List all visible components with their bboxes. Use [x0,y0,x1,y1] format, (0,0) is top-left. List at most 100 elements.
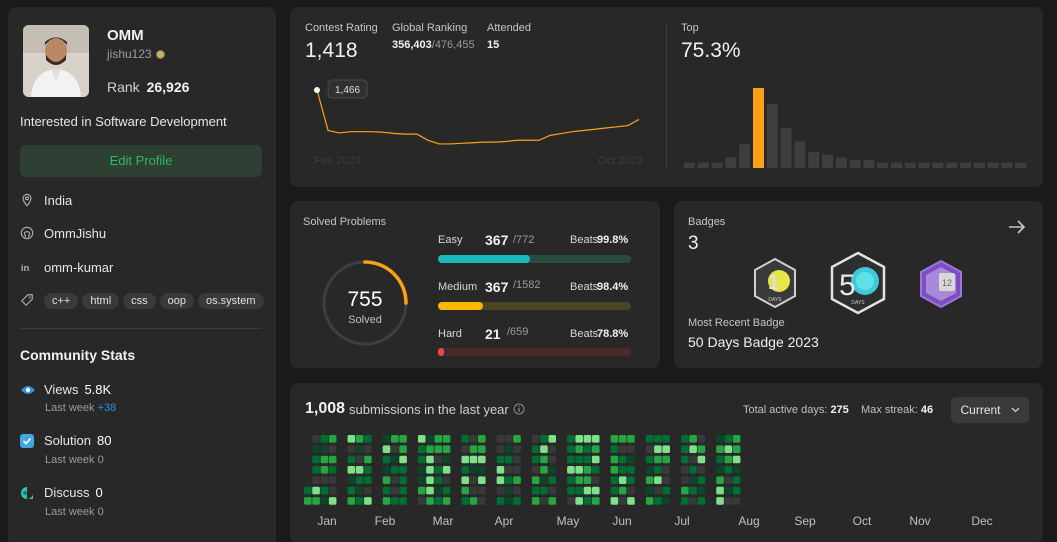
heatmap-cell[interactable] [478,455,486,464]
heatmap-cell[interactable] [312,455,320,464]
heatmap-cell[interactable] [496,455,505,464]
heatmap-cell[interactable] [355,497,364,505]
heatmap-cell[interactable] [469,455,478,464]
heatmap-cell[interactable] [391,455,399,464]
heatmap-cell[interactable] [689,486,697,495]
histogram-bar[interactable] [904,162,916,168]
histogram-bar[interactable] [822,154,833,168]
heatmap-cell[interactable] [548,455,557,464]
arrow-right-icon[interactable] [1007,218,1027,236]
heatmap-cell[interactable] [575,486,583,495]
heatmap-cell[interactable] [355,486,364,495]
heatmap-cell[interactable] [583,466,592,474]
histogram-bar[interactable] [697,162,709,168]
histogram-bar[interactable] [891,162,902,168]
histogram-bar[interactable] [684,162,695,168]
heatmap-cell[interactable] [417,466,426,474]
heatmap-cell[interactable] [320,445,329,453]
heatmap-cell[interactable] [732,445,741,453]
heatmap-cell[interactable] [724,435,733,443]
histogram-bar[interactable] [766,104,778,168]
heatmap-cell[interactable] [513,466,521,474]
heatmap-cell[interactable] [312,466,320,474]
heatmap-cell[interactable] [697,445,706,453]
heatmap-cell[interactable] [504,445,513,453]
heatmap-cell[interactable] [610,455,619,464]
heatmap-cell[interactable] [417,455,426,464]
heatmap-cell[interactable] [328,445,337,453]
heatmap-cell[interactable] [364,435,372,443]
heatmap-cell[interactable] [531,455,540,464]
heatmap-cell[interactable] [426,435,434,443]
heatmap-cell[interactable] [681,455,689,464]
heatmap-cell[interactable] [540,486,548,495]
heatmap-cell[interactable] [654,445,662,453]
avatar[interactable] [23,25,89,97]
heatmap-cell[interactable] [399,486,407,495]
heatmap-cell[interactable] [347,455,356,464]
heatmap-cell[interactable] [567,455,575,464]
heatmap-cell[interactable] [548,445,557,453]
heatmap-cell[interactable] [347,497,356,505]
heatmap-cell[interactable] [442,445,451,453]
heatmap-cell[interactable] [618,435,627,443]
heatmap-cell[interactable] [662,435,670,443]
github-link[interactable]: OmmJishu [44,225,107,241]
heatmap-cell[interactable] [513,497,521,505]
heatmap-cell[interactable] [513,435,521,443]
heatmap-cell[interactable] [504,486,513,495]
heatmap-cell[interactable] [320,455,329,464]
heatmap-cell[interactable] [399,476,407,484]
heatmap-cell[interactable] [583,455,592,464]
heatmap-cell[interactable] [391,486,399,495]
year-dropdown[interactable]: Current [951,397,1029,423]
heatmap-cell[interactable] [531,466,540,474]
heatmap-cell[interactable] [391,435,399,443]
heatmap-cell[interactable] [478,476,486,484]
heatmap-cell[interactable] [610,497,619,505]
heatmap-cell[interactable] [426,486,434,495]
histogram-bar[interactable] [849,160,861,168]
heatmap-cell[interactable] [681,497,689,505]
heatmap-cell[interactable] [662,445,670,453]
heatmap-cell[interactable] [461,476,470,484]
skill-tag[interactable]: css [123,292,156,309]
heatmap-cell[interactable] [627,435,635,443]
heatmap-cell[interactable] [312,476,320,484]
heatmap-cell[interactable] [583,445,592,453]
histogram-bar[interactable] [987,162,999,168]
histogram-bar[interactable] [946,162,958,168]
heatmap-cell[interactable] [645,497,654,505]
histogram-bar[interactable] [1001,162,1013,168]
heatmap-cell[interactable] [618,486,627,495]
heatmap-cell[interactable] [328,466,337,474]
heatmap-cell[interactable] [391,466,399,474]
heatmap-cell[interactable] [697,435,706,443]
heatmap-cell[interactable] [540,476,548,484]
histogram-bar[interactable] [877,162,889,168]
heatmap-cell[interactable] [662,466,670,474]
heatmap-cell[interactable] [399,445,407,453]
heatmap-cell[interactable] [681,466,689,474]
heatmap-cell[interactable] [417,476,426,484]
heatmap-cell[interactable] [548,435,557,443]
heatmap-cell[interactable] [618,466,627,474]
heatmap-cell[interactable] [312,445,320,453]
heatmap-cell[interactable] [347,445,356,453]
heatmap-cell[interactable] [513,445,521,453]
heatmap-cell[interactable] [442,486,451,495]
heatmap-cell[interactable] [724,476,733,484]
heatmap-cell[interactable] [496,445,505,453]
histogram-bar[interactable] [725,157,737,168]
heatmap-cell[interactable] [496,466,505,474]
heatmap-cell[interactable] [461,466,470,474]
heatmap-cell[interactable] [610,435,619,443]
heatmap-cell[interactable] [469,435,478,443]
heatmap-cell[interactable] [627,445,635,453]
heatmap-cell[interactable] [618,497,627,505]
histogram-bar[interactable] [794,141,806,168]
heatmap-cell[interactable] [417,435,426,443]
heatmap-cell[interactable] [434,455,443,464]
heatmap-cell[interactable] [591,476,600,484]
heatmap-cell[interactable] [716,476,724,484]
